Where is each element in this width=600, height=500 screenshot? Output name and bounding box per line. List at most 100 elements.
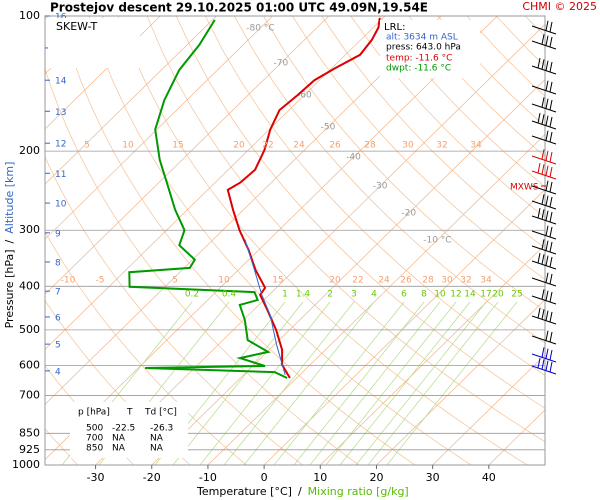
isotherm [376, 299, 545, 465]
credit: CHMI © 2025 [522, 0, 597, 13]
wind-barb [531, 215, 557, 225]
wind-barb-feather [545, 310, 549, 321]
theta-label: 34 [480, 276, 492, 286]
wind-barb [531, 155, 557, 165]
theta-label: 10 [218, 276, 230, 286]
mixing-ratio-label: 8 [421, 290, 427, 300]
theta-label: 15 [172, 141, 183, 151]
isotherm [45, 16, 161, 130]
altitude-label: 13 [55, 108, 66, 118]
wind-barb-feather [537, 358, 541, 369]
mixing-ratio-line [172, 301, 304, 465]
wind-barb-feather [549, 256, 553, 268]
mixing-ratio-label: 0.2 [185, 290, 199, 300]
mixing-ratio-line [339, 301, 471, 465]
wind-barb-feather [537, 208, 541, 219]
wind-barb-feather [545, 348, 549, 359]
table-header: T [126, 408, 133, 418]
theta-label: 26 [400, 276, 412, 286]
wind-barb-feather [541, 194, 545, 205]
mixing-ratio-label: 1.4 [296, 290, 311, 300]
table-box [70, 402, 188, 458]
wind-barb-feather [541, 309, 545, 320]
isotherm [45, 16, 217, 185]
wind-barb-feather [537, 308, 541, 319]
mixing-ratio-line [355, 301, 487, 465]
mixing-ratio-label: 3 [351, 290, 357, 300]
theta-label: 32 [436, 141, 447, 151]
mixing-ratio-label: 6 [401, 290, 407, 300]
table-header: p [hPa] [78, 408, 110, 418]
wind-barb [531, 25, 557, 35]
plot-frame [44, 15, 546, 466]
theta-label: 28 [422, 276, 434, 286]
wind-barb [531, 85, 557, 95]
mixing-ratio-line [243, 301, 375, 465]
x-axis-label: Temperature [°C] / Mixing ratio [g/kg] [196, 485, 409, 498]
y-label-sep: / [3, 239, 16, 243]
theta-label: 5 [84, 141, 90, 151]
wind-barb-feather [545, 360, 549, 371]
wind-barb-feather [549, 81, 553, 93]
wind-barb-feather [545, 210, 549, 221]
y-tick-label: 500 [19, 323, 40, 336]
wind-barb-feather [545, 115, 549, 126]
mixing-ratio-label: 20 [492, 290, 504, 300]
dry-adiabat [321, 16, 545, 249]
wind-barb-feather [549, 166, 553, 178]
table-cell: -26.3 [150, 424, 173, 434]
wind-barb-feather [549, 291, 553, 303]
wind-barb-feather [545, 255, 549, 266]
x-tick-label: -30 [87, 471, 105, 484]
theta-label: 30 [441, 276, 453, 286]
wind-barb [531, 260, 557, 270]
altitude-label: 7 [55, 288, 61, 298]
wind-barb-feather [537, 58, 541, 69]
x-tick-label: 30 [426, 471, 440, 484]
lrl-press: press: 643.0 hPa [386, 43, 461, 53]
y-axis-label: Pressure [hPa] / Altitude [km] [3, 162, 16, 329]
mixing-ratio-line [223, 301, 355, 465]
wind-barb-feather [537, 253, 541, 264]
wind-barb [531, 295, 557, 305]
wind-barb [531, 365, 557, 375]
theta-label: 20 [233, 141, 245, 151]
theta-label: 26 [329, 141, 341, 151]
dry-adiabat [263, 16, 545, 312]
y-tick-label: 1000 [12, 458, 40, 471]
isotherm [207, 134, 545, 465]
x-label-temp: Temperature [°C] [196, 485, 292, 498]
wind-barb [531, 40, 557, 50]
isotherm-label: -50 [321, 123, 336, 133]
dry-adiabat [204, 16, 545, 376]
wind-barb-feather [537, 113, 541, 124]
y-tick-label: 700 [19, 388, 40, 401]
profile-line [226, 17, 381, 379]
wind-barb-feather [545, 180, 549, 191]
wind-barb-feather [549, 61, 553, 73]
wind-barb [531, 353, 557, 363]
wind-barb-feather [549, 131, 553, 143]
theta-label: 34 [470, 141, 482, 151]
altitude-label: 6 [55, 313, 61, 323]
lrl-title: LRL: [384, 22, 405, 33]
table-header: Td [°C] [144, 408, 177, 418]
isotherm [432, 354, 545, 465]
y-tick-label: 400 [19, 279, 40, 292]
theta-label: 30 [402, 141, 414, 151]
isotherm [151, 78, 545, 465]
wind-barb-feather [549, 273, 553, 285]
mixing-ratio-label: 2 [327, 290, 333, 300]
theta-label: 10 [122, 141, 134, 151]
table-cell: 500 [86, 424, 103, 434]
mixing-ratio-label: 1 [282, 290, 288, 300]
chart-title: Prostejov descent 29.10.2025 01:00 UTC 4… [50, 1, 428, 15]
wind-barb-feather [549, 151, 553, 163]
wind-barb-feather [545, 165, 549, 176]
wind-barb-feather [549, 361, 553, 373]
altitude-label: 4 [55, 367, 61, 377]
mixing-ratio-label: 25 [511, 290, 522, 300]
wind-barb-feather [541, 347, 545, 358]
table-cell: NA [112, 434, 126, 444]
